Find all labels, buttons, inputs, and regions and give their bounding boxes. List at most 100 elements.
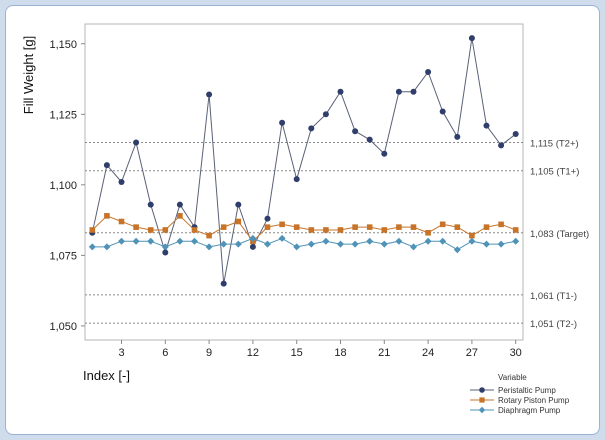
data-point bbox=[264, 240, 271, 248]
data-point bbox=[366, 224, 373, 230]
x-axis-title: Index [-] bbox=[83, 368, 130, 383]
data-point bbox=[512, 131, 519, 138]
data-point bbox=[118, 179, 125, 185]
x-tick-label: 3 bbox=[118, 347, 124, 359]
data-point bbox=[469, 232, 475, 239]
data-point bbox=[395, 88, 402, 95]
x-tick-label: 6 bbox=[162, 347, 168, 359]
legend-title: Variable bbox=[498, 373, 527, 382]
data-point bbox=[410, 88, 417, 95]
data-point bbox=[483, 240, 490, 248]
reference-line-label: 1,115 (T2+) bbox=[530, 139, 579, 150]
x-tick-label: 24 bbox=[422, 347, 434, 359]
data-point bbox=[439, 108, 446, 115]
legend-marker bbox=[479, 397, 485, 403]
x-tick-label: 27 bbox=[466, 347, 478, 359]
data-point bbox=[132, 237, 140, 245]
data-point bbox=[220, 224, 227, 230]
data-point bbox=[453, 246, 461, 254]
data-point bbox=[323, 227, 329, 233]
reference-line-label: 1,051 (T2-) bbox=[530, 319, 577, 330]
data-point bbox=[337, 88, 344, 95]
legend-label: Diaphragm Pump bbox=[498, 406, 561, 415]
data-point bbox=[307, 240, 315, 248]
data-point bbox=[103, 243, 111, 251]
x-tick-label: 15 bbox=[291, 347, 303, 359]
data-point bbox=[512, 227, 519, 233]
x-tick-label: 30 bbox=[510, 347, 522, 359]
y-tick-label: 1,100 bbox=[49, 180, 77, 192]
y-tick-label: 1,050 bbox=[49, 321, 77, 333]
data-point bbox=[293, 176, 300, 183]
data-point bbox=[425, 229, 431, 236]
reference-line-label: 1,061 (T1-) bbox=[530, 291, 577, 302]
y-axis-title: Fill Weight [g] bbox=[21, 36, 36, 115]
data-point bbox=[293, 243, 301, 251]
data-point bbox=[410, 224, 417, 230]
data-point bbox=[133, 139, 140, 146]
data-point bbox=[234, 240, 242, 248]
data-point bbox=[454, 224, 461, 230]
data-point bbox=[118, 237, 125, 245]
data-point bbox=[322, 237, 330, 245]
data-point bbox=[104, 213, 110, 219]
data-point bbox=[133, 224, 139, 230]
data-point bbox=[235, 218, 242, 225]
data-point bbox=[351, 240, 359, 248]
data-point bbox=[147, 201, 154, 208]
data-point bbox=[118, 218, 125, 225]
reference-line-label: 1,083 (Target) bbox=[530, 229, 589, 240]
data-point bbox=[176, 237, 184, 245]
data-point bbox=[395, 237, 403, 245]
plot-area bbox=[84, 23, 524, 341]
data-point bbox=[177, 213, 183, 219]
data-point bbox=[279, 221, 285, 228]
data-point bbox=[279, 119, 286, 126]
data-point bbox=[337, 240, 344, 248]
data-point bbox=[264, 224, 271, 230]
data-point bbox=[337, 227, 344, 233]
data-point bbox=[424, 237, 432, 245]
data-point bbox=[498, 221, 504, 228]
data-point bbox=[278, 234, 286, 242]
data-point bbox=[220, 240, 228, 248]
x-tick-label: 9 bbox=[206, 347, 212, 359]
data-point bbox=[381, 227, 388, 233]
data-point bbox=[220, 280, 227, 287]
data-point bbox=[439, 221, 446, 228]
x-tick-label: 12 bbox=[247, 347, 259, 359]
data-point bbox=[89, 227, 96, 233]
data-point bbox=[380, 240, 388, 248]
data-point bbox=[366, 237, 374, 245]
data-point bbox=[205, 243, 213, 251]
data-point bbox=[322, 111, 329, 118]
y-tick-label: 1,075 bbox=[49, 250, 77, 262]
data-point bbox=[483, 224, 490, 230]
data-point bbox=[176, 201, 183, 208]
x-tick-label: 18 bbox=[334, 347, 346, 359]
data-point bbox=[468, 237, 476, 245]
x-tick-label: 21 bbox=[378, 347, 390, 359]
data-point bbox=[352, 128, 359, 135]
data-point bbox=[366, 136, 373, 143]
data-point bbox=[410, 243, 417, 251]
legend-label: Peristaltic Pump bbox=[498, 386, 556, 395]
data-point bbox=[191, 237, 198, 245]
data-point bbox=[103, 162, 110, 169]
data-point bbox=[147, 227, 154, 233]
data-point bbox=[147, 237, 155, 245]
data-point bbox=[483, 122, 490, 129]
data-point bbox=[235, 201, 242, 208]
data-point bbox=[498, 142, 505, 149]
data-point bbox=[308, 227, 315, 233]
legend-marker bbox=[479, 387, 485, 393]
data-point bbox=[308, 125, 315, 132]
data-point bbox=[249, 234, 257, 242]
data-point bbox=[206, 232, 212, 239]
data-point bbox=[454, 133, 461, 140]
data-point bbox=[468, 35, 475, 42]
data-point bbox=[206, 91, 213, 98]
data-point bbox=[161, 243, 169, 251]
data-point bbox=[352, 224, 358, 230]
